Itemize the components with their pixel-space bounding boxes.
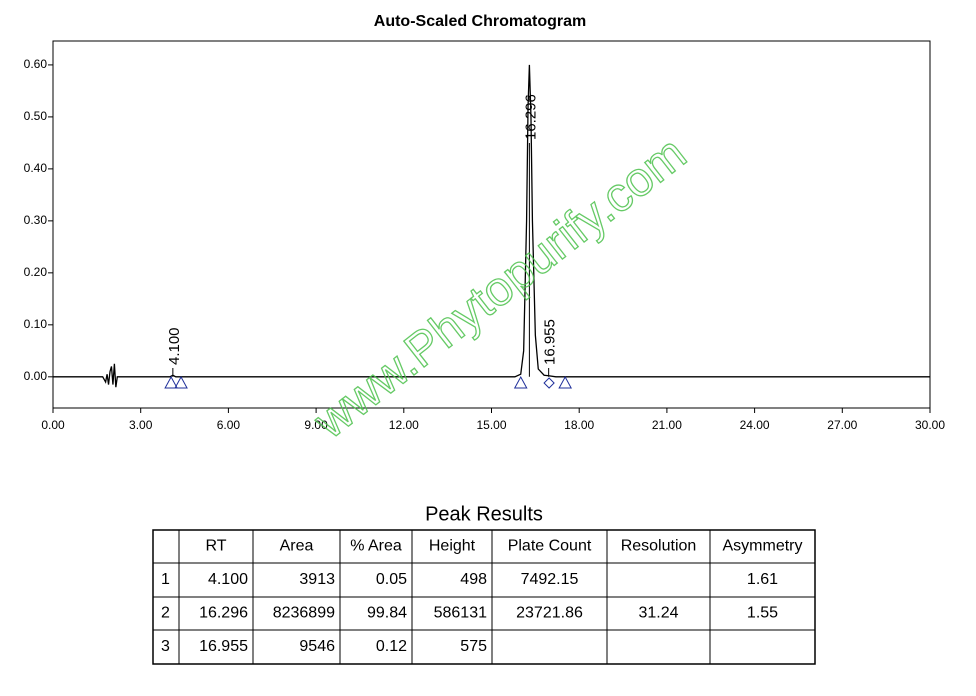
table-cell: 16.955 [199, 638, 248, 655]
table-cell: 16.296 [199, 605, 248, 622]
table-cell: 0.05 [376, 571, 407, 588]
x-tick-label: 30.00 [915, 418, 945, 432]
x-tick-label: 12.00 [389, 418, 419, 432]
table-cell: 3 [161, 638, 170, 655]
x-tick-label: 9.00 [304, 418, 328, 432]
y-tick-label: 0.30 [24, 213, 48, 227]
y-tick-label: 0.40 [24, 161, 48, 175]
y-tick-label: 0.00 [24, 369, 48, 383]
table-cell: 4.100 [208, 571, 248, 588]
peak-marker [513, 375, 528, 389]
table-cell: 575 [460, 638, 487, 655]
x-tick-label: 6.00 [217, 418, 241, 432]
table-cell: 1.55 [747, 605, 778, 622]
table-cell: 23721.86 [516, 605, 583, 622]
peak-label: 4.100 [166, 327, 183, 365]
table-title: Peak Results [425, 503, 543, 525]
peak-marker [558, 375, 573, 389]
watermark: www.Phytopurify.com [304, 127, 696, 450]
peak-label: 16.296 [522, 94, 539, 140]
header-cell: % Area [350, 538, 402, 555]
header-cell: Asymmetry [723, 538, 803, 555]
table-cell: 8236899 [273, 605, 335, 622]
table-cell: 2 [161, 605, 170, 622]
plot: 0.00 0.10 0.20 0.30 0.40 0.50 0.60 0.00 3.00 6.00… [24, 57, 946, 432]
y-tick-label: 0.60 [24, 57, 48, 71]
header-cell: Plate Count [508, 538, 592, 555]
table-cell: 99.84 [367, 605, 407, 622]
table-cell: 9546 [299, 638, 335, 655]
y-tick-label: 0.10 [24, 317, 48, 331]
table-cell: 7492.15 [521, 571, 579, 588]
x-tick-label: 18.00 [564, 418, 594, 432]
y-tick-label: 0.50 [24, 109, 48, 123]
x-tick-label: 3.00 [129, 418, 153, 432]
chart-title: Auto-Scaled Chromatogram [374, 13, 586, 30]
table-cell: 1 [161, 571, 170, 588]
table-cell: 498 [460, 571, 487, 588]
x-tick-label: 21.00 [652, 418, 682, 432]
x-tick-label: 0.00 [41, 418, 65, 432]
y-tick-label: 0.20 [24, 265, 48, 279]
header-cell: Area [280, 538, 314, 555]
header-cell: Height [429, 538, 476, 555]
header-cell: Resolution [621, 538, 697, 555]
table-cell: 0.12 [376, 638, 407, 655]
peak-marker [543, 377, 555, 389]
x-tick-label: 24.00 [740, 418, 770, 432]
table: Peak Results RT Area % Area Height Plate Coun… [152, 503, 816, 665]
header-cell: RT [205, 538, 226, 555]
table-cell: 3913 [299, 571, 335, 588]
x-tick-label: 27.00 [827, 418, 857, 432]
table-cell: 586131 [434, 605, 487, 622]
x-tick-label: 15.00 [476, 418, 506, 432]
peak-marker [174, 375, 188, 389]
trace [53, 64, 930, 388]
plot-frame [52, 40, 931, 409]
table-cell: 31.24 [638, 605, 678, 622]
peak-label: 16.955 [542, 319, 559, 365]
table-cell: 1.61 [747, 571, 778, 588]
peak-marker [164, 375, 178, 389]
